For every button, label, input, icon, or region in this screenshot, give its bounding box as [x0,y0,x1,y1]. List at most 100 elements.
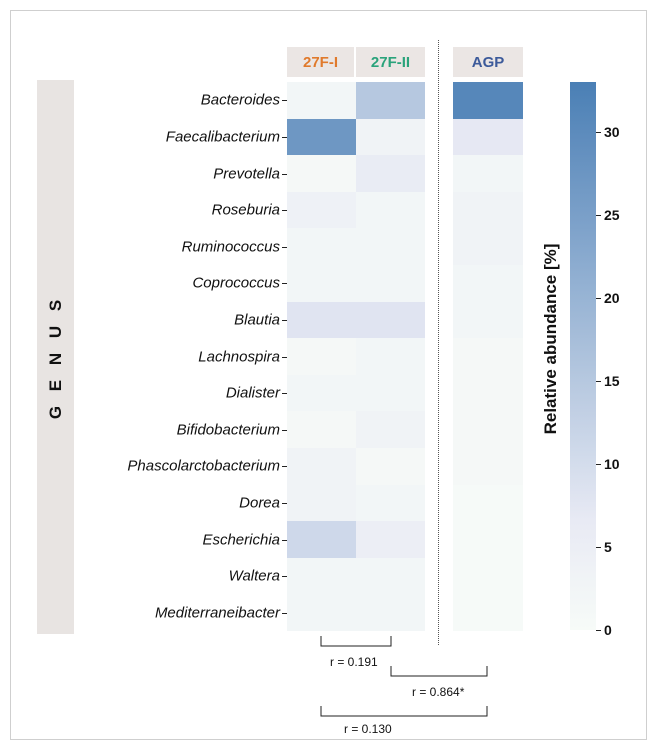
row-label: Prevotella [213,165,280,182]
heatmap-cell [356,228,425,266]
row-label: Mediterraneibacter [154,604,280,622]
heatmap-cell [356,191,425,229]
heatmap-cell [453,374,523,412]
heatmap-cell [287,301,356,339]
row-tick [282,466,287,467]
heatmap-cell [287,228,356,266]
colorbar-tick-label: 10 [604,455,620,472]
row-label: Bifidobacterium [176,421,280,439]
row-tick [282,357,287,358]
colorbar-tick [596,547,601,548]
heatmap-cell [287,338,356,376]
heatmap-cell [356,265,425,303]
heatmap-cell [287,155,356,193]
heatmap-cell [287,411,356,449]
heatmap-cell [453,411,523,449]
colorbar-tick [596,630,601,631]
row-tick [282,540,287,541]
colorbar-tick-label: 25 [604,206,620,223]
heatmap-cell [453,301,523,339]
correlation-label: r = 0.191 [330,655,378,669]
correlation-bracket [390,666,488,677]
row-label: Dorea [239,494,280,512]
colorbar-tick [596,381,601,382]
heatmap-cell [287,448,356,486]
heatmap-cell [287,557,356,595]
row-tick [282,320,287,321]
heatmap-cell [287,191,356,229]
heatmap-cell [356,118,425,156]
row-tick [282,137,287,138]
heatmap-cell [453,265,523,303]
heatmap-cell [453,448,523,486]
row-tick [282,210,287,211]
heatmap-cell [453,118,523,156]
colorbar-tick [596,298,601,299]
row-tick [282,430,287,431]
row-label: Bacteroides [200,91,280,109]
heatmap-cell [356,557,425,595]
heatmap-cell [287,594,356,632]
column-header: 27F-II [356,47,425,77]
row-label: Blautia [234,311,280,329]
heatmap-cell [356,155,425,193]
heatmap-cell [356,301,425,339]
row-label: Phascolarctobacterium [127,457,280,475]
correlation-bracket [320,706,488,717]
colorbar-tick-label: 30 [604,123,620,140]
heatmap-cell [453,484,523,522]
heatmap-cell [356,594,425,632]
row-axis-band [37,80,74,634]
correlation-bracket [320,636,392,647]
row-label: Waltera [228,567,280,585]
heatmap-cell [287,265,356,303]
row-tick [282,393,287,394]
heatmap-cell [453,228,523,266]
heatmap-cell [287,521,356,559]
colorbar [570,82,596,630]
colorbar-tick-label: 0 [604,622,612,638]
column-divider [438,40,439,645]
heatmap-cell [356,521,425,559]
row-label: Coprococcus [192,274,280,292]
heatmap-cell [356,448,425,486]
heatmap-cell [453,155,523,193]
row-label: Ruminococcus [181,238,280,256]
heatmap-cell [356,411,425,449]
heatmap-cell [356,484,425,522]
column-header: AGP [453,47,523,77]
heatmap-cell [287,82,356,120]
colorbar-tick-label: 5 [604,538,612,555]
correlation-label: r = 0.130 [344,722,392,736]
row-label: Roseburia [211,201,280,219]
heatmap-cell [356,374,425,412]
heatmap-cell [287,374,356,412]
heatmap-cell [453,338,523,376]
column-header: 27F-I [287,47,354,77]
row-label: Dialister [225,384,280,402]
row-label: Lachnospira [198,348,280,365]
colorbar-tick [596,215,601,216]
row-tick [282,576,287,577]
heatmap-cell [356,82,425,120]
row-tick [282,613,287,614]
heatmap-cell [453,557,523,595]
heatmap-cell [453,191,523,229]
row-tick [282,174,287,175]
row-label: Faecalibacterium [165,128,280,146]
colorbar-tick-label: 15 [604,372,620,389]
heatmap-cell [453,521,523,559]
colorbar-tick [596,464,601,465]
row-tick [282,247,287,248]
colorbar-tick-label: 20 [604,289,620,306]
row-tick [282,503,287,504]
row-tick [282,283,287,284]
row-label: Escherichia [202,531,280,548]
heatmap-cell [453,82,523,120]
heatmap-cell [453,594,523,632]
heatmap-cell [287,118,356,156]
heatmap-cell [356,338,425,376]
correlation-label: r = 0.864* [412,685,465,699]
row-tick [282,100,287,101]
